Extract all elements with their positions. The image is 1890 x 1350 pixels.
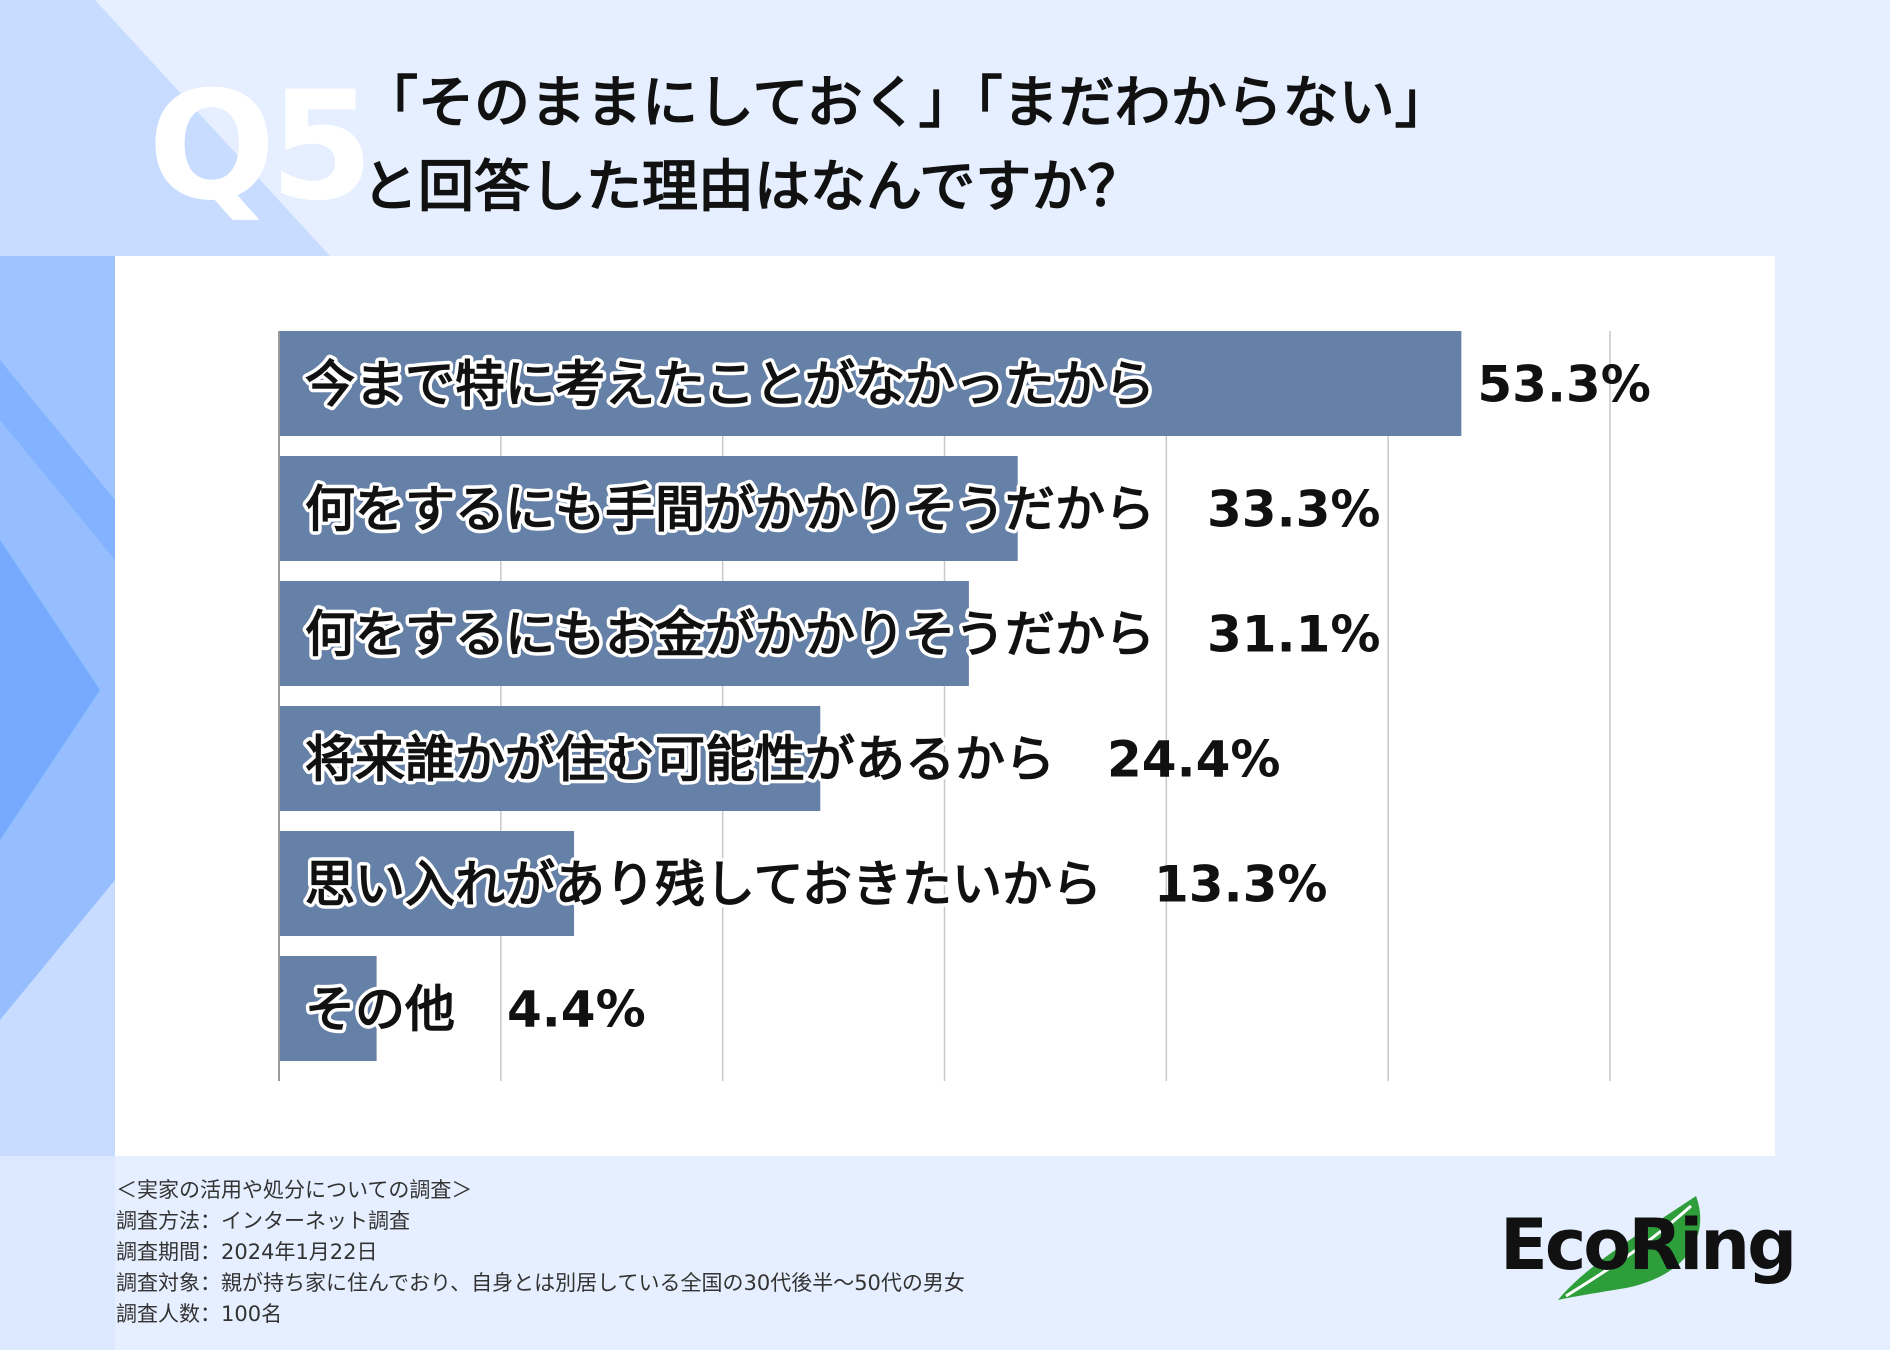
title-line-2: と回答した理由はなんですか？ [362,155,1144,220]
chart-panel: 今まで特に考えたことがなかったから 53.3% 何をするにも手間がかかりそうだから 3… [115,256,1775,1156]
category-label: 思い入れがあり残しておきたいから [305,856,1102,914]
leaf-icon [1558,1196,1701,1300]
category-label: 何をするにも手間がかかりそうだから [305,481,1155,539]
logo-text: EcoRing [1500,1204,1797,1286]
value-label: 4.4% [507,981,646,1039]
bar [279,331,1462,436]
survey-name: ＜実家の活用や処分についての調査＞ [116,1178,473,1202]
survey-period: 調査期間：2024年1月22日 [116,1240,378,1264]
value-label: 31.1% [1207,606,1380,664]
category-label: その他 [305,981,455,1039]
survey-method: 調査方法：インターネット調査 [116,1209,410,1233]
bar-chart: 今まで特に考えたことがなかったから 53.3% 何をするにも手間がかかりそうだから 3… [278,331,1651,1081]
bar [279,581,969,686]
value-label: 13.3% [1154,856,1327,914]
bar [279,956,377,1061]
survey-target: 調査対象：親が持ち家に住んでおり、自身とは別居している全国の30代後半〜50代の… [116,1271,965,1295]
value-label: 53.3% [1477,356,1650,414]
question-number: Q5 [148,60,374,234]
page-title: 「そのままにしておく」「まだわからない」 と回答した理由はなんですか？ [362,62,1662,230]
bar [279,706,821,811]
bar [279,831,575,936]
value-label: 33.3% [1207,481,1380,539]
survey-count: 調査人数：100名 [116,1302,283,1326]
category-label: 何をするにもお金がかかりそうだから [305,606,1155,664]
bar [279,456,1018,561]
value-label: 24.4% [1107,731,1280,789]
ecoring-logo: EcoRing [1496,1196,1797,1306]
category-label: 今まで特に考えたことがなかったから [305,356,1155,414]
survey-notes: ＜実家の活用や処分についての調査＞ 調査方法：インターネット調査 調査期間：20… [116,1175,965,1330]
title-line-1: 「そのままにしておく」「まだわからない」 [362,71,1451,136]
category-label: 将来誰かが住む可能性があるから [305,731,1055,789]
